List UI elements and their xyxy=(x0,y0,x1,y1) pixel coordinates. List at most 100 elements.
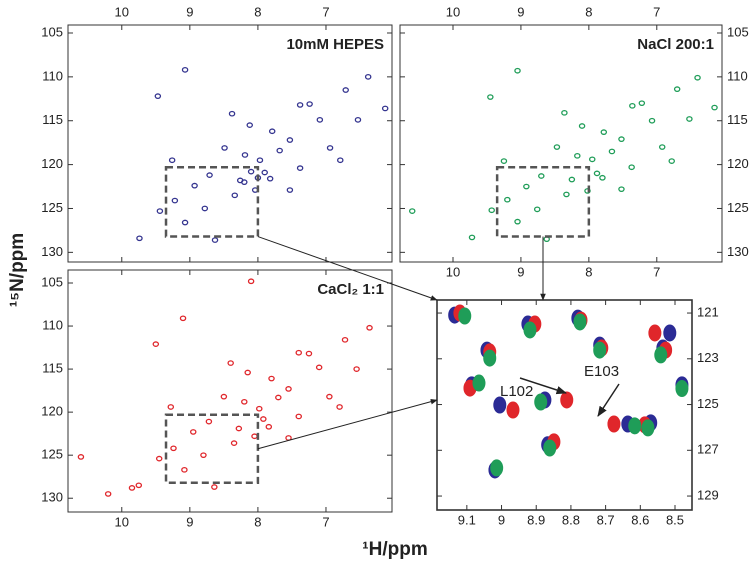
peak xyxy=(246,122,253,128)
peak xyxy=(167,404,175,410)
peak xyxy=(514,67,521,74)
y-tick-label: 105 xyxy=(41,274,63,289)
peak xyxy=(315,364,323,371)
y-tick-label: 130 xyxy=(41,244,63,259)
peak xyxy=(205,418,213,425)
y-tick-label: 105 xyxy=(41,24,63,39)
peak xyxy=(168,157,176,164)
peak xyxy=(534,393,548,411)
y-tick-label: 120 xyxy=(727,156,749,171)
x-tick-label: 8 xyxy=(254,514,261,529)
x-tick-label: 8 xyxy=(585,4,592,19)
peaks xyxy=(448,304,689,479)
peak xyxy=(136,235,143,242)
peak xyxy=(488,207,495,214)
peak xyxy=(506,401,520,419)
peak xyxy=(364,74,372,80)
x-tick-label: 10 xyxy=(115,514,129,529)
x-tick-label: 8.6 xyxy=(631,512,649,527)
peak xyxy=(668,158,675,164)
peak xyxy=(500,158,508,164)
peak xyxy=(220,393,228,400)
peak xyxy=(231,192,239,199)
peak xyxy=(128,485,136,491)
panels: 10mM HEPES 10 9 8 7 105 110 115 120 125 130 NaCl 20… xyxy=(41,4,748,529)
peak xyxy=(235,425,243,432)
peak xyxy=(268,128,276,135)
peak xyxy=(563,191,570,198)
x-tick-label: 8 xyxy=(254,4,261,19)
peak xyxy=(629,102,636,109)
peak xyxy=(493,396,507,414)
panel-frame xyxy=(67,269,393,513)
peak xyxy=(337,157,344,164)
peak xyxy=(171,197,179,204)
zoom-box xyxy=(495,165,591,238)
peak xyxy=(694,74,701,81)
y-tick-label: 123 xyxy=(697,350,719,365)
annotation: L102 xyxy=(500,383,533,400)
peak xyxy=(276,147,283,154)
peak xyxy=(241,152,249,158)
peak xyxy=(256,405,263,412)
peak xyxy=(543,439,557,457)
x-tick-label: 7 xyxy=(322,514,329,529)
annotations: L102 E103 xyxy=(500,363,620,417)
peak xyxy=(711,104,718,111)
peak xyxy=(560,391,574,409)
panel-frame xyxy=(399,24,723,263)
x-tick-label: 7 xyxy=(322,4,329,19)
peak xyxy=(538,173,545,179)
x-tick-label: 9.1 xyxy=(458,512,476,527)
x-axis-label: ¹H/ppm xyxy=(362,539,427,560)
peak xyxy=(342,87,349,93)
y-tick-label: 115 xyxy=(42,112,63,127)
peak xyxy=(295,349,302,356)
peak xyxy=(658,144,666,150)
peak xyxy=(244,369,251,376)
peak xyxy=(179,315,187,322)
x-tick-label: 8.9 xyxy=(527,512,545,527)
x-tick-label: 8 xyxy=(585,264,592,279)
peak xyxy=(628,417,642,435)
y-tick-label: 125 xyxy=(41,447,63,462)
peak xyxy=(654,346,668,364)
peak xyxy=(648,117,656,124)
annotation-arrow xyxy=(597,383,620,417)
peak xyxy=(326,393,333,400)
y-tick-label: 120 xyxy=(41,156,63,171)
y-tick-label: 129 xyxy=(697,487,719,502)
zoom-connector xyxy=(257,236,438,301)
zoom-box xyxy=(164,165,260,238)
peak xyxy=(514,218,521,225)
peak xyxy=(673,86,681,92)
x-tick-label: 10 xyxy=(446,4,460,19)
peak xyxy=(341,336,349,343)
annotation: E103 xyxy=(584,363,619,380)
peak xyxy=(247,168,255,175)
y-tick-label: 105 xyxy=(727,24,749,39)
peak xyxy=(561,109,568,116)
y-tick-label: 110 xyxy=(42,68,63,83)
peak xyxy=(553,144,561,150)
peak xyxy=(381,105,389,112)
x-tick-label: 8.5 xyxy=(666,512,684,527)
y-tick-label: 125 xyxy=(697,396,719,411)
peak xyxy=(189,429,197,435)
peak xyxy=(648,324,662,342)
x-tick-label: 9 xyxy=(517,264,524,279)
peak xyxy=(599,174,606,181)
panel-frame xyxy=(67,24,393,263)
peak xyxy=(305,350,313,357)
y-tick-label: 125 xyxy=(41,200,63,215)
y-tick-label: 110 xyxy=(42,317,63,332)
peak xyxy=(221,145,228,151)
peak xyxy=(200,452,207,459)
peak xyxy=(608,148,616,155)
x-tick-label: 8.7 xyxy=(597,512,615,527)
peak xyxy=(638,100,646,107)
peak xyxy=(483,349,497,367)
y-tick-label: 130 xyxy=(727,244,749,259)
annotation-arrow xyxy=(519,377,567,395)
